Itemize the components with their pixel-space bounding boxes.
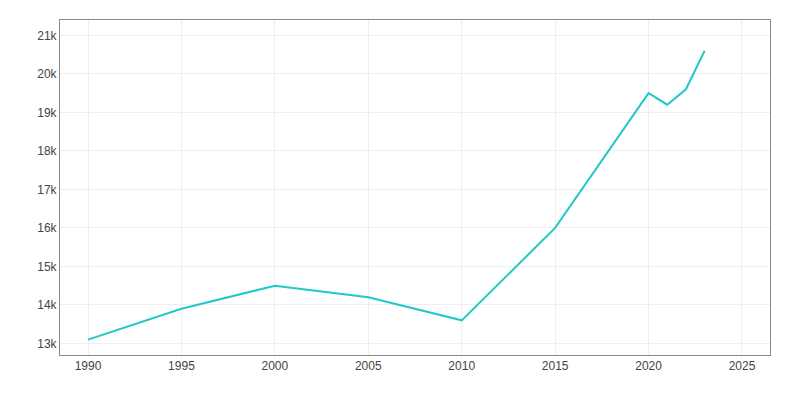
svg-text:13k: 13k: [37, 337, 57, 351]
svg-text:17k: 17k: [37, 183, 57, 197]
svg-text:20k: 20k: [37, 67, 57, 81]
svg-text:16k: 16k: [37, 221, 57, 235]
svg-text:2000: 2000: [262, 359, 289, 373]
svg-text:2015: 2015: [542, 359, 569, 373]
svg-text:1995: 1995: [168, 359, 195, 373]
svg-text:2010: 2010: [448, 359, 475, 373]
svg-text:21k: 21k: [37, 29, 57, 43]
svg-text:2020: 2020: [635, 359, 662, 373]
svg-text:15k: 15k: [37, 260, 57, 274]
svg-text:19k: 19k: [37, 106, 57, 120]
svg-text:2025: 2025: [729, 359, 756, 373]
svg-text:2005: 2005: [355, 359, 382, 373]
svg-text:18k: 18k: [37, 144, 57, 158]
svg-text:1990: 1990: [75, 359, 102, 373]
svg-text:14k: 14k: [37, 298, 57, 312]
